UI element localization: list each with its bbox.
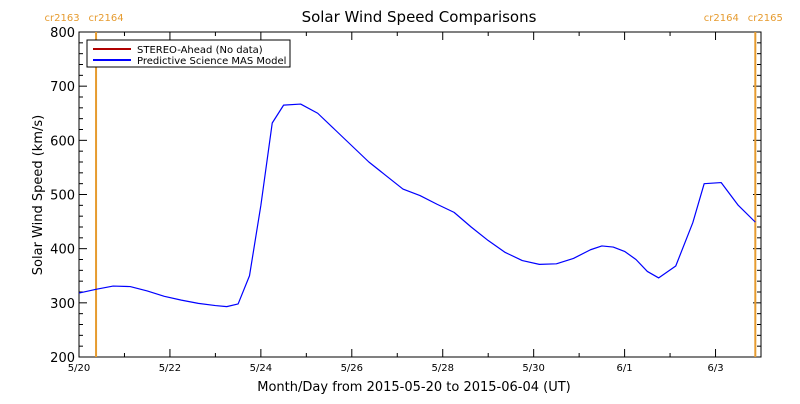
y-tick-label: 400	[50, 243, 75, 258]
rotation-labels: cr2163 cr2164 cr2164 cr2165	[45, 13, 783, 24]
chart-legend: STEREO-Ahead (No data) Predictive Scienc…	[86, 39, 291, 68]
chart-title: Solar Wind Speed Comparisons	[302, 8, 537, 26]
rotation-label-left: cr2163	[45, 13, 80, 24]
y-tick-label: 600	[50, 134, 75, 149]
x-tick-label: 5/26	[341, 363, 363, 374]
y-tick-label: 200	[50, 351, 75, 366]
data-series	[78, 103, 756, 308]
x-tick-label: 6/3	[707, 363, 723, 374]
x-tick-label: 5/24	[250, 363, 272, 374]
rotation-markers	[95, 32, 757, 357]
y-tick-label: 700	[50, 80, 75, 95]
rotation-label-left: cr2164	[704, 13, 739, 24]
y-tick-label: 500	[50, 189, 75, 204]
series-line-mas-model	[78, 103, 756, 308]
x-tick-label: 5/30	[522, 363, 544, 374]
x-tick-label: 5/20	[68, 363, 90, 374]
y-tick-label: 300	[50, 297, 75, 312]
y-axis-label: Solar Wind Speed (km/s)	[31, 115, 46, 275]
x-tick-label: 5/22	[159, 363, 181, 374]
x-axis-label: Month/Day from 2015-05-20 to 2015-06-04 …	[257, 380, 570, 395]
legend-label-stereo: STEREO-Ahead (No data)	[137, 45, 263, 56]
y-axis-ticks: 200 300 400 500 600 700 800	[50, 26, 761, 366]
rotation-label-right: cr2165	[748, 13, 783, 24]
x-axis-ticks: 5/20 5/22 5/24 5/26 5/28 5/30 6/1 6/3	[68, 32, 762, 374]
x-tick-label: 6/1	[617, 363, 633, 374]
plot-frame	[78, 31, 762, 358]
rotation-label-right: cr2164	[89, 13, 124, 24]
legend-label-mas-model: Predictive Science MAS Model	[137, 56, 286, 67]
legend-box	[86, 39, 291, 68]
x-tick-label: 5/28	[431, 363, 453, 374]
y-tick-label: 800	[50, 26, 75, 41]
